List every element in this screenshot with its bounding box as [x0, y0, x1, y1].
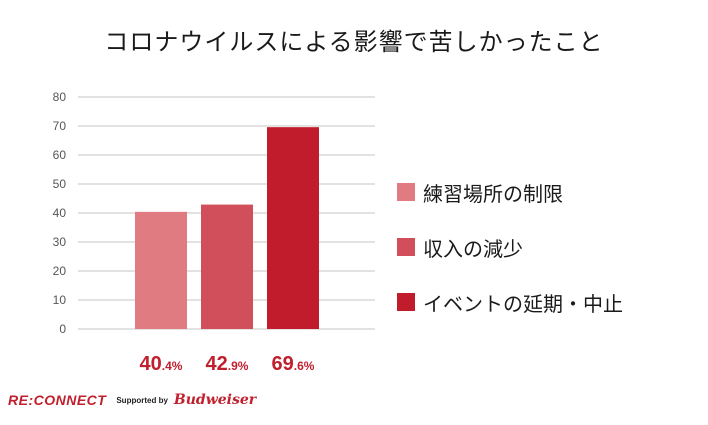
budweiser-logo: Budweiser	[173, 392, 257, 408]
y-tick-label: 20	[53, 264, 67, 278]
supported-by-text: Supported by	[116, 395, 168, 405]
legend-label: 収入の減少	[423, 236, 523, 261]
y-tick-label: 80	[53, 90, 67, 104]
legend-item: 練習場所の制限	[397, 178, 623, 206]
reconnect-logo: RE:CONNECT	[8, 392, 107, 408]
y-tick-label: 40	[53, 206, 67, 220]
y-tick-label: 60	[53, 148, 67, 162]
bar	[135, 211, 187, 329]
legend-label: イベントの延期・中止	[423, 291, 623, 316]
data-label: 69.6%	[272, 353, 315, 375]
bar	[201, 204, 253, 329]
y-tick-label: 0	[59, 322, 66, 336]
y-tick-label: 30	[53, 235, 67, 249]
legend: 練習場所の制限 収入の減少 イベントの延期・中止	[397, 178, 623, 343]
legend-swatch	[397, 293, 415, 311]
y-tick-label: 10	[53, 293, 67, 307]
data-label: 42.9%	[206, 353, 249, 375]
bar	[267, 127, 319, 329]
legend-item: 収入の減少	[397, 233, 623, 261]
legend-swatch	[397, 183, 415, 201]
data-label: 40.4%	[140, 353, 183, 375]
y-tick-label: 50	[53, 177, 67, 191]
legend-label: 練習場所の制限	[423, 181, 563, 206]
chart-title: コロナウイルスによる影響で苦しかったこと	[104, 28, 604, 56]
legend-item: イベントの延期・中止	[397, 288, 623, 316]
legend-swatch	[397, 238, 415, 256]
footer: RE:CONNECT Supported by Budweiser	[8, 392, 256, 408]
y-tick-label: 70	[53, 119, 67, 133]
